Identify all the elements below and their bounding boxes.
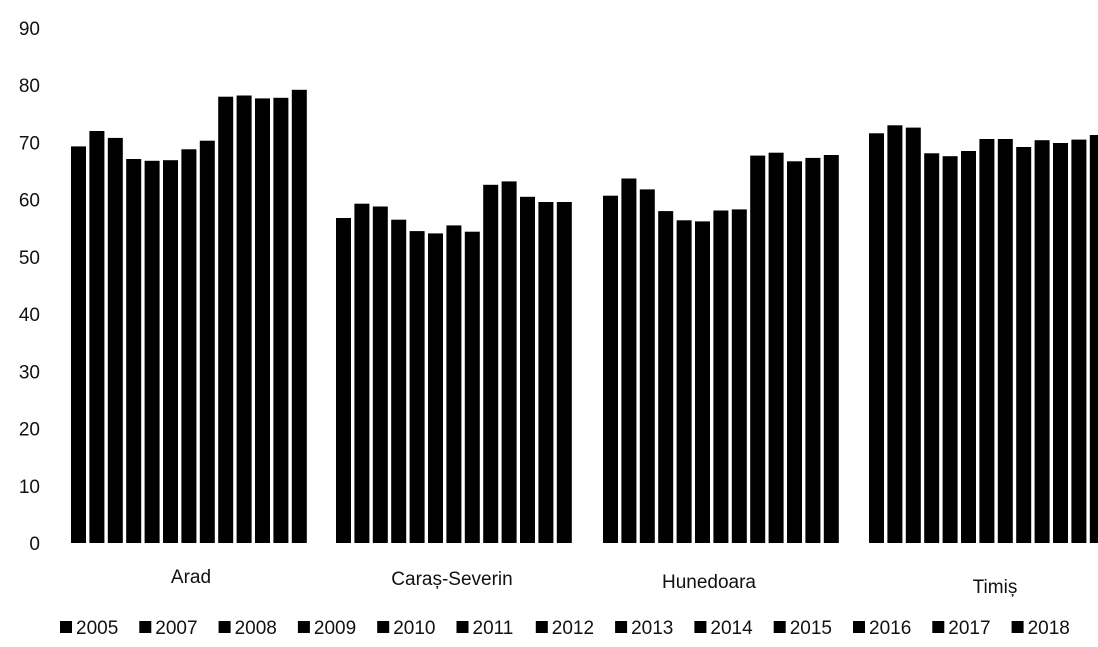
bar-timi--2016 — [1053, 143, 1068, 543]
bar-arad-2011 — [163, 160, 178, 543]
bar-timi--2005 — [869, 133, 884, 544]
bar-timi--2010 — [942, 156, 958, 543]
bar-cara-severin-2016 — [520, 196, 535, 544]
y-tick-label: 10 — [19, 477, 40, 498]
bar-hunedoara-2015 — [768, 152, 784, 543]
bar-hunedoara-2005 — [603, 195, 618, 543]
bar-arad-2010 — [144, 160, 160, 544]
bar-arad-2005 — [71, 146, 86, 543]
bar-timi--2018 — [1089, 135, 1098, 543]
legend-label: 2005 — [76, 618, 118, 639]
bar-timi--2014 — [1016, 147, 1032, 543]
bar-cara-severin-2018 — [556, 202, 572, 543]
legend-label: 2010 — [393, 618, 435, 639]
bar-timi--2011 — [961, 151, 976, 543]
bar-arad-2018 — [291, 89, 307, 544]
y-tick-label: 80 — [19, 76, 40, 97]
bar-timi--2017 — [1071, 139, 1087, 543]
y-tick-label: 90 — [19, 19, 40, 40]
legend-label: 2012 — [552, 618, 594, 639]
legend-swatch — [139, 621, 152, 633]
legend-label: 2009 — [314, 618, 356, 639]
bar-arad-2009 — [126, 159, 142, 543]
bar-cara-severin-2014 — [483, 184, 499, 544]
y-tick-label: 30 — [19, 362, 40, 383]
bar-cara-severin-2015 — [501, 181, 517, 543]
bar-arad-2016 — [255, 98, 270, 544]
category-label: Timiș — [973, 577, 1018, 598]
bar-timi--2009 — [924, 153, 940, 544]
bar-arad-2007 — [89, 131, 105, 543]
bar-cara-severin-2005 — [336, 218, 351, 543]
legend-label: 2015 — [790, 618, 832, 639]
bar-timi--2013 — [997, 139, 1013, 543]
bar-timi--2007 — [887, 125, 903, 544]
bar-cara-severin-2011 — [428, 233, 443, 543]
bar-hunedoara-2010 — [676, 220, 692, 544]
bars — [71, 89, 1098, 544]
category-label: Hunedoara — [662, 572, 756, 593]
legend-swatch — [456, 621, 469, 633]
y-tick-label: 40 — [19, 305, 40, 326]
bar-hunedoara-2008 — [639, 189, 655, 543]
bar-cara-severin-2013 — [464, 231, 480, 543]
bar-hunedoara-2014 — [750, 155, 766, 543]
legend: 2005 2007 2008 2009 2010 2011 2012 2013 2014 2015… — [60, 618, 1070, 639]
legend-label: 2011 — [473, 618, 514, 639]
legend-swatch — [773, 621, 786, 633]
bar-hunedoara-2017 — [805, 157, 821, 543]
legend-label: 2014 — [710, 618, 753, 639]
bar-arad-2012 — [181, 149, 197, 544]
bar-hunedoara-2013 — [731, 209, 747, 543]
y-axis: 0 10 20 30 40 50 60 70 80 90 — [19, 19, 40, 555]
bar-hunedoara-2016 — [787, 161, 802, 544]
bar-timi--2012 — [979, 139, 995, 543]
bar-arad-2014 — [218, 96, 234, 543]
legend-swatch — [853, 621, 865, 633]
bar-cara-severin-2008 — [372, 206, 388, 543]
legend-swatch — [615, 621, 628, 633]
legend-swatch — [932, 621, 945, 633]
legend-label: 2016 — [869, 618, 911, 639]
y-tick-label: 60 — [19, 191, 40, 212]
bar-hunedoara-2007 — [621, 178, 637, 543]
bar-hunedoara-2018 — [823, 155, 839, 543]
legend-label: 2018 — [1028, 618, 1070, 639]
legend-label: 2007 — [155, 618, 197, 639]
y-tick-label: 20 — [19, 420, 40, 441]
legend-swatch — [218, 621, 231, 633]
legend-swatch — [535, 621, 548, 633]
legend-swatch — [60, 621, 72, 633]
x-axis: Arad Caraș-Severin Hunedoara Timiș — [171, 567, 1017, 598]
legend-swatch — [297, 621, 310, 633]
category-label: Arad — [171, 567, 211, 588]
bar-cara-severin-2009 — [391, 219, 407, 543]
legend-swatch — [1011, 621, 1024, 633]
bar-hunedoara-2011 — [695, 221, 710, 543]
bar-arad-2008 — [107, 137, 123, 543]
bar-cara-severin-2012 — [446, 225, 462, 543]
bar-cara-severin-2017 — [538, 202, 554, 543]
y-tick-label: 50 — [19, 248, 40, 269]
category-label: Caraș-Severin — [391, 569, 512, 590]
bar-hunedoara-2012 — [713, 210, 729, 543]
y-tick-label: 70 — [19, 133, 40, 154]
legend-label: 2017 — [948, 618, 990, 639]
bar-hunedoara-2009 — [658, 211, 674, 543]
bar-arad-2017 — [273, 97, 289, 544]
bar-timi--2015 — [1034, 140, 1050, 543]
legend-label: 2008 — [235, 618, 277, 639]
bar-cara-severin-2010 — [409, 231, 425, 543]
y-tick-label: 0 — [29, 534, 40, 555]
bar-timi--2008 — [905, 127, 921, 543]
legend-swatch — [694, 621, 707, 633]
bar-cara-severin-2007 — [354, 203, 370, 543]
bar-arad-2013 — [199, 140, 215, 543]
bar-arad-2015 — [236, 95, 252, 543]
legend-label: 2013 — [631, 618, 673, 639]
legend-swatch — [377, 621, 390, 633]
